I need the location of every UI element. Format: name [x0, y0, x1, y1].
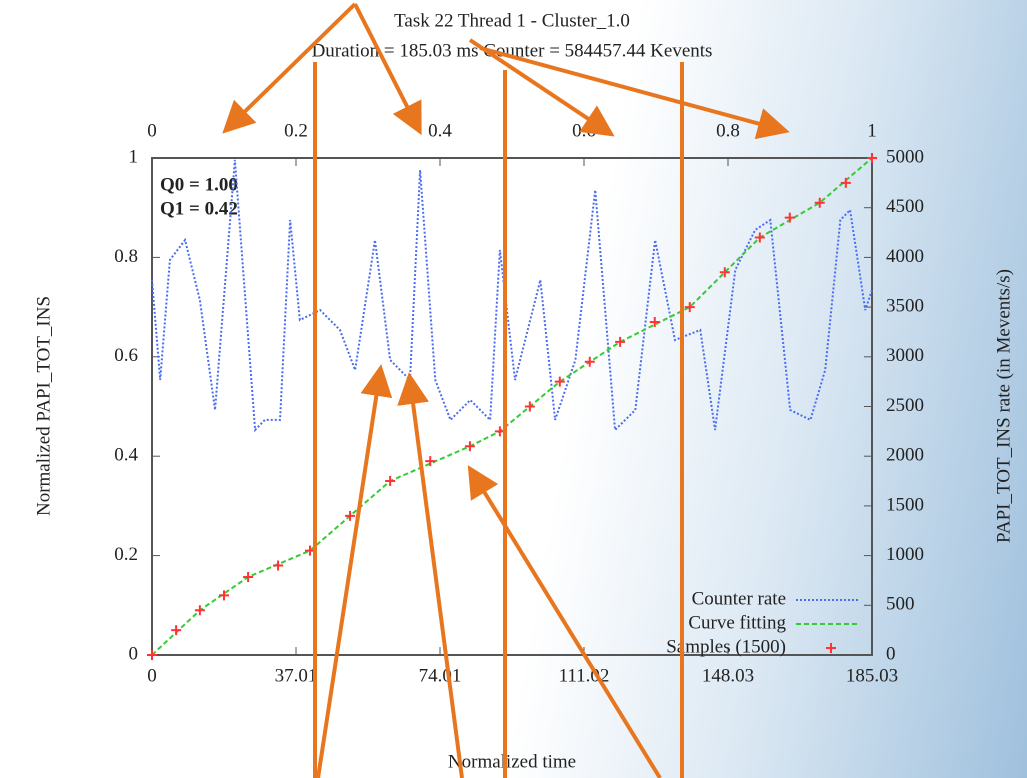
- y-tick-label: 0.6: [114, 345, 138, 366]
- sample-marker: [719, 267, 730, 278]
- sample-marker: [649, 317, 660, 328]
- x2-tick-label: 1: [867, 120, 877, 141]
- series-line: [151, 159, 873, 433]
- series-line: [151, 157, 873, 656]
- x2-tick-label: 0.4: [428, 120, 452, 141]
- x-tick-label: 0: [147, 665, 157, 686]
- sample-marker: [867, 153, 877, 163]
- x-tick-label: 74.01: [419, 665, 462, 686]
- y2-tick-label: 3500: [886, 295, 924, 316]
- y2-tick-label: 2000: [886, 445, 924, 466]
- sample-marker: [218, 590, 229, 601]
- annotation: Q0 = 1.00: [160, 174, 238, 195]
- annotation: Q1 = 0.42: [160, 198, 238, 219]
- x-tick-label: 111.02: [559, 665, 610, 686]
- sample-marker: [171, 625, 182, 636]
- legend-label: Samples (1500): [666, 636, 786, 657]
- y2-tick-label: 4500: [886, 196, 924, 217]
- y2-tick-label: 3000: [886, 345, 924, 366]
- x-tick-label: 185.03: [846, 665, 898, 686]
- x2-tick-label: 0: [147, 120, 157, 141]
- sample-marker: [840, 177, 851, 188]
- sample-marker: [754, 232, 765, 243]
- sample-marker: [784, 212, 795, 223]
- y2-tick-label: 5000: [886, 146, 924, 167]
- sample-marker: [584, 356, 595, 367]
- sample-marker: [147, 650, 157, 660]
- sample-marker: [615, 336, 626, 347]
- chart-subtitle: Duration = 185.03 ms Counter = 584457.44…: [312, 40, 713, 61]
- legend-swatch: [826, 643, 836, 653]
- y-tick-label: 0: [129, 643, 139, 664]
- sample-marker: [524, 401, 535, 412]
- sample-marker: [814, 197, 825, 208]
- y2-tick-label: 1500: [886, 494, 924, 515]
- sample-marker: [554, 376, 565, 387]
- sample-marker: [345, 510, 356, 521]
- legend-label: Counter rate: [692, 588, 786, 609]
- y2-tick-label: 0: [886, 643, 896, 664]
- y-axis-label: Normalized PAPI_TOT_INS: [33, 296, 54, 516]
- y2-tick-label: 2500: [886, 395, 924, 416]
- sample-marker: [464, 441, 475, 452]
- sample-marker: [385, 476, 396, 487]
- x-tick-label: 37.01: [275, 665, 318, 686]
- x-tick-label: 148.03: [702, 665, 754, 686]
- y-tick-label: 0.4: [114, 445, 138, 466]
- plot-frame: [151, 157, 873, 656]
- y2-tick-label: 4000: [886, 246, 924, 267]
- plot-area: 0 37.01 74.01 111.02 148.03 185.030 0.2 0.4 0.6 0…: [114, 120, 924, 686]
- sample-marker: [194, 605, 205, 616]
- y-tick-label: 1: [129, 146, 139, 167]
- y-tick-label: 0.2: [114, 544, 138, 565]
- y2-tick-label: 1000: [886, 544, 924, 565]
- sample-marker: [425, 456, 436, 467]
- y2-axis-label: PAPI_TOT_INS rate (in Mevents/s): [993, 269, 1014, 543]
- chart-title: Task 22 Thread 1 - Cluster_1.0: [394, 10, 630, 31]
- sample-marker: [243, 571, 254, 582]
- sample-marker: [684, 302, 695, 313]
- sample-marker: [273, 560, 284, 571]
- arrows: [222, 2, 790, 778]
- y2-tick-label: 500: [886, 594, 915, 615]
- legend-label: Curve fitting: [688, 612, 786, 633]
- x2-tick-label: 0.8: [716, 120, 740, 141]
- x-axis-label: Normalized time: [448, 751, 576, 772]
- guide-lines: [313, 62, 684, 778]
- y-tick-label: 0.8: [114, 246, 138, 267]
- x2-tick-label: 0.2: [284, 120, 308, 141]
